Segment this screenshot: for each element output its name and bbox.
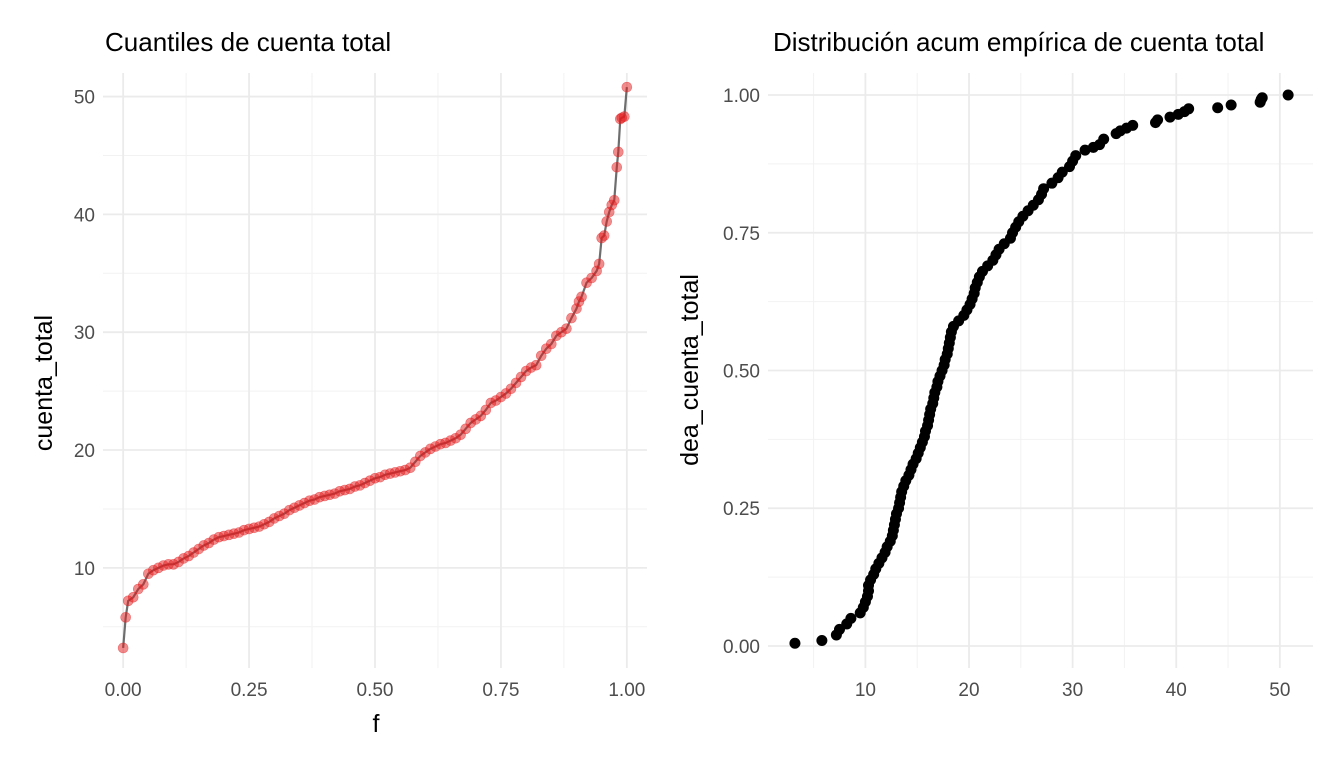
data-point — [561, 323, 572, 334]
x-tick-label: 0.50 — [357, 680, 394, 701]
data-point — [1282, 89, 1294, 101]
data-point — [789, 637, 801, 649]
left-chart-title: Cuantiles de cuenta total — [105, 27, 391, 57]
data-point — [117, 642, 129, 654]
data-point — [1212, 102, 1224, 114]
y-tick-label: 0.25 — [723, 499, 760, 520]
left-gridlines — [103, 73, 647, 668]
y-tick-label: 50 — [74, 88, 95, 109]
x-tick-label: 0.00 — [105, 680, 142, 701]
right-chart-title: Distribución acum empírica de cuenta tot… — [773, 27, 1264, 57]
right-y-tick-labels: 0.00 0.25 0.50 0.75 1.00 — [723, 86, 760, 658]
data-point — [137, 579, 149, 590]
data-point — [1127, 119, 1139, 131]
data-point — [1098, 133, 1110, 145]
data-point — [1038, 183, 1050, 195]
data-point — [608, 194, 620, 206]
data-point — [621, 81, 633, 93]
data-point — [601, 216, 613, 227]
data-point — [127, 592, 139, 603]
data-point — [530, 359, 542, 371]
right-y-axis-title: dea_cuenta_total — [676, 274, 704, 466]
left-data-marks — [117, 81, 633, 654]
data-point — [612, 146, 624, 158]
data-point — [566, 312, 577, 324]
data-point — [1183, 103, 1195, 115]
right-data-marks — [789, 89, 1294, 649]
data-point — [816, 634, 828, 646]
y-tick-label: 20 — [74, 441, 95, 462]
data-point — [593, 258, 605, 270]
quantile-chart: 0.00 0.25 0.50 0.75 1.00 10 20 30 40 50 Cuantile… — [30, 27, 647, 738]
x-tick-label: 40 — [1166, 680, 1187, 701]
data-point — [611, 161, 623, 173]
y-tick-label: 0.75 — [723, 224, 760, 245]
left-y-axis-title: cuenta_total — [30, 315, 58, 451]
right-gridlines — [768, 73, 1313, 668]
left-y-tick-labels: 10 20 30 40 50 — [74, 88, 95, 580]
x-tick-label: 30 — [1062, 680, 1083, 701]
y-tick-label: 1.00 — [723, 86, 760, 107]
data-point — [576, 291, 587, 303]
x-tick-label: 20 — [958, 680, 979, 701]
right-x-tick-labels: 10 20 30 40 50 — [855, 680, 1291, 701]
x-tick-label: 0.25 — [231, 680, 268, 701]
left-x-axis-title: f — [373, 710, 380, 738]
data-point — [845, 612, 857, 624]
data-point — [1256, 92, 1268, 104]
data-point — [1152, 114, 1164, 126]
y-tick-label: 0.00 — [723, 637, 760, 658]
data-point — [598, 230, 610, 241]
y-tick-label: 40 — [74, 205, 95, 226]
y-tick-label: 10 — [74, 559, 95, 580]
data-point — [619, 111, 630, 122]
data-point — [120, 612, 131, 623]
data-point — [1225, 99, 1237, 111]
y-tick-label: 30 — [74, 323, 95, 344]
y-tick-label: 0.50 — [723, 362, 760, 383]
x-tick-label: 10 — [855, 680, 876, 701]
data-point — [545, 338, 557, 350]
x-tick-label: 1.00 — [608, 680, 645, 701]
ecdf-chart: 10 20 30 40 50 0.00 0.25 0.50 0.75 1.00 Distribu… — [676, 27, 1313, 701]
left-x-tick-labels: 0.00 0.25 0.50 0.75 1.00 — [105, 680, 646, 701]
x-tick-label: 0.75 — [482, 680, 519, 701]
x-tick-label: 50 — [1269, 680, 1290, 701]
data-point — [1070, 150, 1082, 162]
